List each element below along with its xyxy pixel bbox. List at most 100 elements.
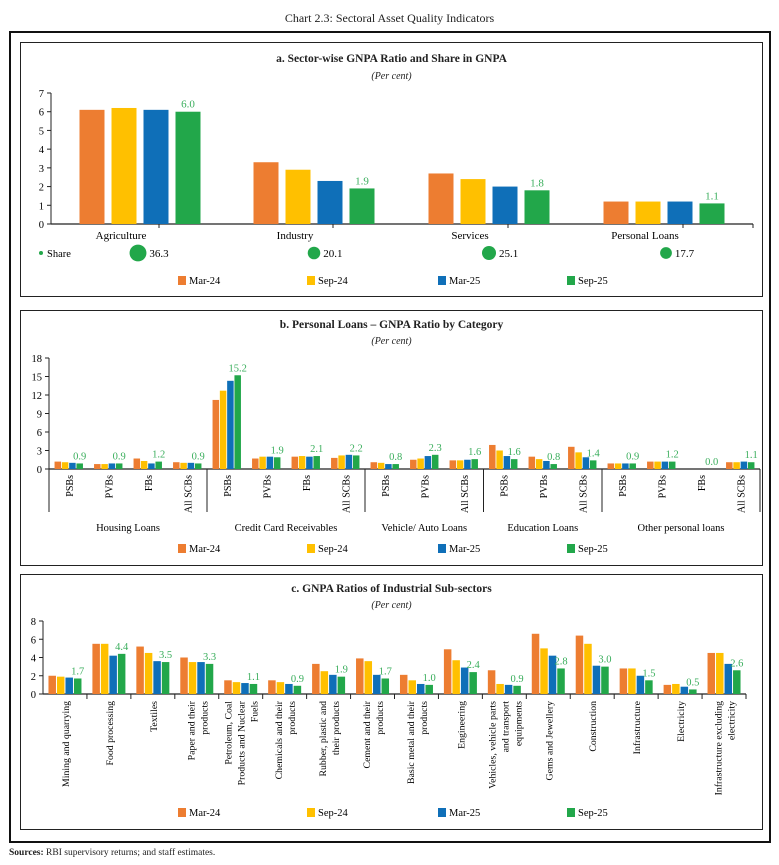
chart-frame (9, 31, 771, 843)
legend-label: Mar-25 (449, 544, 480, 555)
bar-mar-24 (647, 461, 654, 469)
bar-mar-25 (187, 462, 195, 469)
panel-b-subtitle: (Per cent) (371, 336, 412, 347)
data-label: 2.4 (467, 660, 481, 671)
bar-sep-25 (234, 375, 241, 469)
subcategory-label: PVBs (262, 475, 273, 498)
bar-mar-25 (197, 662, 205, 694)
bar-mar-25 (592, 665, 601, 694)
bar-sep-24 (540, 648, 548, 694)
bar-sep-25 (73, 678, 82, 694)
data-label: 2.8 (554, 656, 567, 667)
chart-title: Chart 2.3: Sectoral Asset Quality Indica… (284, 11, 495, 25)
bar-mar-24 (268, 680, 276, 694)
bar-sep-25 (557, 668, 565, 694)
subcategory-label: PSBs (381, 475, 392, 497)
bar-sep-24 (188, 662, 197, 694)
bar-mar-24 (449, 460, 457, 469)
subcategory-label: All SCBs (578, 475, 589, 513)
subcategory-label: PSBs (65, 475, 76, 497)
y-tick-label: 0 (31, 690, 36, 701)
legend-swatch-sep-24 (307, 276, 315, 285)
panel-a: a. Sector-wise GNPA Ratio and Share in G… (20, 42, 763, 297)
subcategory-label: PSBs (618, 475, 629, 497)
data-label: 1.1 (247, 672, 260, 683)
legend-label: Sep-25 (578, 808, 608, 819)
y-tick-label: 0 (37, 465, 42, 476)
category-label: Personal Loans (611, 230, 679, 242)
bar-mar-25 (582, 457, 590, 469)
legend-label: Mar-25 (449, 808, 480, 819)
group-label: Other personal loans (638, 523, 725, 534)
bar-sep-25 (155, 461, 162, 469)
data-label: 1.0 (423, 673, 436, 684)
y-tick-label: 18 (32, 354, 43, 365)
bar-mar-24 (252, 458, 259, 469)
bar-mar-25 (661, 461, 669, 469)
y-tick-label: 12 (32, 391, 43, 402)
share-value: 25.1 (499, 248, 518, 260)
y-tick-label: 6 (31, 635, 36, 646)
bar-sep-25 (313, 456, 320, 469)
data-label: 0.9 (511, 674, 524, 685)
bar-mar-24 (607, 463, 615, 469)
bar-sep-25 (293, 685, 302, 694)
bar-mar-25 (109, 655, 117, 694)
bar-sep-24 (56, 676, 65, 694)
share-value: 17.7 (675, 248, 695, 260)
share-bubble (129, 244, 147, 262)
data-label: 2.6 (730, 658, 743, 669)
panel-b: b. Personal Loans – GNPA Ratio by Catego… (20, 310, 763, 566)
bar-sep-24 (496, 450, 503, 469)
share-bubble (660, 247, 672, 259)
bar-mar-24 (136, 646, 144, 694)
bar-mar-25 (740, 461, 748, 469)
legend-label: Mar-24 (189, 544, 221, 555)
legend-swatch-mar-25 (438, 276, 446, 285)
data-label: 1.2 (666, 450, 679, 461)
bar-mar-25 (148, 463, 155, 469)
bar-mar-24 (92, 643, 100, 694)
bar-mar-24 (173, 462, 180, 469)
subcategory-label: FBs (697, 475, 708, 491)
data-label: 1.9 (271, 445, 284, 456)
bar-sep-25 (205, 663, 214, 694)
bar-sep-24 (417, 458, 424, 469)
bar-mar-24 (370, 462, 378, 469)
bar-mar-25 (306, 456, 313, 469)
subcategory-label: PVBs (657, 475, 668, 498)
bar-sep-24 (456, 460, 464, 469)
bar-sep-24 (364, 661, 373, 694)
bar-sep-25 (747, 462, 755, 469)
bar-mar-25 (345, 454, 353, 469)
bar-mar-25 (464, 459, 471, 469)
data-label: 2.2 (350, 443, 363, 454)
data-label: 1.4 (587, 448, 601, 459)
bar-mar-24 (619, 668, 628, 694)
bar-sep-25 (175, 111, 201, 224)
bar-sep-24 (496, 683, 504, 694)
bar-sep-24 (140, 460, 148, 469)
share-value: 20.1 (323, 248, 342, 260)
category-label: Agriculture (96, 230, 147, 242)
pa-plot: 0 1 2 3 4 5 6 7 Agriculture Industry Services Perso… (39, 89, 754, 287)
data-label: 0.8 (389, 452, 402, 463)
data-label: 1.9 (335, 665, 348, 676)
bar-mar-24 (253, 162, 279, 224)
data-label: 6.0 (181, 99, 195, 111)
category-label: products (419, 701, 430, 735)
subcategory-label: FBs (144, 475, 155, 491)
data-label: 0.8 (547, 452, 560, 463)
bar-sep-25 (273, 457, 281, 469)
legend-swatch-mar-25 (438, 544, 446, 553)
category-label: Petroleum, Coal (224, 701, 235, 765)
legend-label: Sep-24 (318, 808, 348, 819)
bar-sep-24 (338, 455, 345, 469)
bar-sep-25 (689, 689, 697, 694)
subcategory-label: PSBs (499, 475, 510, 497)
bar-sep-25 (645, 680, 653, 694)
category-label: Mining and quarrying (61, 701, 72, 787)
group-label: Housing Loans (96, 523, 160, 534)
bar-mar-25 (227, 380, 234, 469)
legend-swatch-sep-24 (307, 544, 315, 553)
